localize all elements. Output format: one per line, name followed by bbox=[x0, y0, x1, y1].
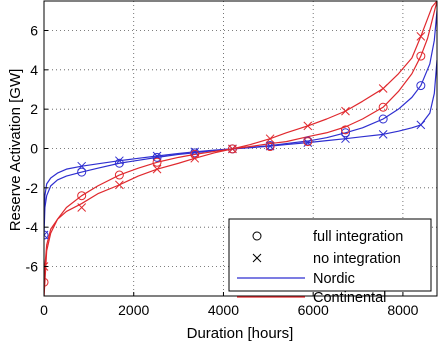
legend: full integration no integration Nordic bbox=[228, 218, 432, 298]
legend-marker-x bbox=[252, 253, 262, 263]
x-marker-stroke bbox=[341, 134, 350, 144]
x-tick-label: 0 bbox=[40, 302, 48, 318]
y-tick-label: 6 bbox=[30, 23, 38, 39]
x-marker-stroke bbox=[303, 138, 313, 147]
y-tick-label: -6 bbox=[26, 259, 39, 275]
x-marker-stroke bbox=[152, 151, 162, 161]
data-point-nordic-no-integration bbox=[416, 120, 426, 130]
data-point-continental-no-integration bbox=[378, 84, 388, 93]
y-tick-label: 2 bbox=[30, 101, 38, 117]
data-point-continental-full-integration bbox=[114, 170, 124, 180]
data-point-nordic-full-integration bbox=[378, 114, 388, 124]
data-point-nordic-full-integration bbox=[416, 81, 426, 91]
data-point-continental-full-integration bbox=[378, 102, 388, 112]
axis-ticks: 0 2000 4000 6000 8000 -6 -4 -2 0 2 4 6 bbox=[26, 23, 419, 319]
x-marker-stroke bbox=[115, 156, 124, 166]
data-point-continental-no-integration bbox=[228, 144, 237, 154]
x-marker-stroke bbox=[44, 265, 49, 271]
x-marker-stroke bbox=[265, 134, 275, 144]
x-marker-stroke bbox=[341, 106, 350, 116]
data-point-nordic-full-integration bbox=[44, 230, 49, 240]
y-tick-label: 0 bbox=[30, 141, 38, 157]
data-point-nordic-no-integration bbox=[44, 230, 49, 240]
x-marker-stroke bbox=[44, 234, 49, 240]
x-marker-stroke bbox=[44, 230, 49, 236]
data-point-continental-no-integration bbox=[44, 262, 49, 271]
x-tick-label: 6000 bbox=[298, 302, 329, 318]
data-point-continental-no-integration bbox=[190, 153, 200, 163]
data-point-continental-full-integration bbox=[152, 157, 162, 167]
data-point-nordic-no-integration bbox=[152, 151, 162, 161]
data-point-continental-full-integration bbox=[303, 137, 313, 147]
x-marker-stroke bbox=[416, 32, 426, 41]
legend-box bbox=[228, 218, 432, 292]
data-point-nordic-no-integration bbox=[341, 134, 350, 144]
y-tick-label: -4 bbox=[26, 219, 39, 235]
data-point-nordic-no-integration bbox=[378, 129, 388, 139]
x-marker-stroke bbox=[378, 129, 388, 139]
data-point-continental-full-integration bbox=[340, 125, 350, 135]
x-marker-stroke bbox=[228, 144, 237, 154]
data-point-continental-full-integration bbox=[77, 191, 87, 201]
data-point-continental-no-integration bbox=[416, 32, 426, 41]
marker-layer bbox=[44, 32, 426, 287]
data-point-continental-no-integration bbox=[265, 134, 275, 144]
data-point-continental-no-integration bbox=[115, 180, 124, 190]
x-marker-stroke bbox=[303, 121, 313, 131]
x-marker-stroke bbox=[190, 153, 200, 163]
x-tick-label: 4000 bbox=[208, 302, 239, 318]
data-point-continental-full-integration bbox=[44, 277, 49, 287]
y-tick-label: 4 bbox=[30, 62, 38, 78]
data-point-continental-no-integration bbox=[341, 106, 350, 116]
data-point-nordic-full-integration bbox=[152, 152, 162, 162]
x-marker-stroke bbox=[152, 164, 162, 174]
x-axis-label: Duration [hours] bbox=[187, 325, 294, 342]
data-point-nordic-full-integration bbox=[77, 167, 87, 177]
data-point-continental-full-integration bbox=[227, 144, 237, 154]
y-axis-label: Reserve Activation [GW] bbox=[7, 69, 24, 232]
legend-label-nordic: Nordic bbox=[313, 271, 355, 287]
x-tick-label: 2000 bbox=[118, 302, 149, 318]
data-point-continental-no-integration bbox=[77, 203, 87, 212]
y-tick-label: -2 bbox=[26, 180, 39, 196]
data-point-nordic-full-integration bbox=[114, 158, 124, 168]
data-point-nordic-no-integration bbox=[190, 147, 200, 157]
x-tick-label: 8000 bbox=[387, 302, 418, 318]
x-marker-stroke bbox=[190, 147, 200, 157]
data-point-nordic-no-integration bbox=[115, 156, 124, 166]
x-marker-stroke bbox=[416, 120, 426, 130]
x-marker-stroke bbox=[115, 180, 124, 190]
data-point-nordic-full-integration bbox=[340, 128, 350, 138]
data-point-continental-full-integration bbox=[265, 142, 275, 152]
data-point-continental-no-integration bbox=[152, 164, 162, 174]
legend-label-no-integration: no integration bbox=[313, 251, 401, 267]
data-point-nordic-no-integration bbox=[77, 161, 87, 171]
data-point-continental-full-integration bbox=[416, 51, 426, 61]
data-point-nordic-no-integration bbox=[303, 138, 313, 147]
x-marker-stroke bbox=[378, 84, 388, 93]
data-point-continental-no-integration bbox=[303, 121, 313, 131]
x-marker-stroke bbox=[77, 161, 87, 171]
legend-label-full-integration: full integration bbox=[313, 229, 403, 245]
x-marker-stroke bbox=[44, 262, 49, 268]
x-marker-stroke bbox=[77, 203, 87, 212]
legend-marker-circle bbox=[252, 231, 262, 241]
